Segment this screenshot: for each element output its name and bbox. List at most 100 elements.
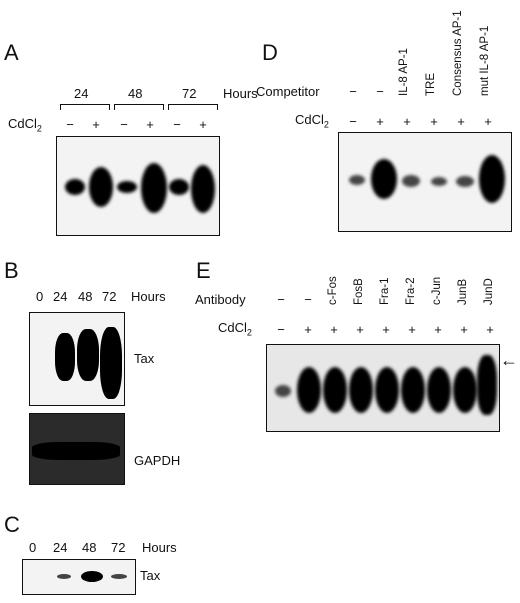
panel-e-treat-4: + — [356, 322, 364, 337]
panel-a-time-24: 24 — [74, 86, 89, 101]
panel-b-letter: B — [4, 258, 19, 283]
panel-e-treat-6: + — [408, 322, 416, 337]
panel-d-treat-6: + — [484, 114, 492, 129]
panel-e-band-1 — [275, 385, 291, 397]
panel-e-band-4 — [349, 367, 373, 413]
bracket-24 — [60, 104, 110, 110]
panel-e-band-7 — [427, 367, 451, 413]
panel-c-time-72: 72 — [111, 540, 126, 555]
panel-e-treat-2: + — [304, 322, 312, 337]
panel-e-gel — [266, 344, 500, 432]
panel-d-gel — [338, 132, 512, 232]
panel-b-gapdh-blot — [29, 413, 125, 485]
panel-b-tax-band-48 — [77, 329, 99, 381]
panel-c-band-72 — [111, 574, 127, 579]
panel-c-time-unit: Hours — [142, 540, 177, 555]
panel-b-gapdh-label: GAPDH — [134, 453, 181, 468]
panel-a-band-2 — [89, 167, 113, 207]
panel-d-comp-2: − — [376, 84, 384, 99]
panel-e-ab-5: Fra-1 — [379, 277, 391, 305]
panel-e-treatment-label: CdCl2 — [218, 320, 252, 338]
panel-b-time-48: 48 — [78, 289, 93, 304]
panel-c-time-24: 24 — [53, 540, 68, 555]
panel-b-tax-band-72 — [100, 327, 122, 399]
panel-e-band-3 — [323, 367, 347, 413]
panel-e-ab-4: FosB — [353, 278, 365, 305]
panel-d-treat-1: − — [349, 114, 357, 129]
panel-d-band-6 — [479, 155, 505, 203]
panel-d-treatment-label: CdCl2 — [295, 112, 329, 130]
panel-d-comp-5: Consensus AP-1 — [452, 10, 464, 96]
panel-a-lane-3-sign: − — [120, 117, 128, 132]
panel-e-band-8 — [453, 367, 477, 413]
panel-a-band-6 — [191, 165, 215, 213]
panel-a-band-3 — [117, 181, 137, 193]
panel-a-lane-5-sign: − — [173, 117, 181, 132]
panel-c-time-48: 48 — [82, 540, 97, 555]
panel-d-treat-2: + — [376, 114, 384, 129]
panel-b-tax-blot — [29, 312, 125, 406]
panel-e-antibody-label: Antibody — [195, 292, 246, 307]
panel-a-letter: A — [4, 40, 19, 65]
panel-d-letter: D — [262, 40, 278, 65]
panel-d-treat-4: + — [430, 114, 438, 129]
panel-a-time-72: 72 — [182, 86, 197, 101]
panel-b-time-24: 24 — [53, 289, 68, 304]
panel-a-time-unit: Hours — [223, 86, 258, 101]
panel-e-ab-6: Fra-2 — [405, 277, 417, 305]
panel-b-gapdh-band — [32, 442, 120, 460]
panel-e-band-2 — [297, 367, 321, 413]
panel-c-band-48 — [81, 571, 103, 582]
panel-a-band-5 — [169, 179, 189, 195]
panel-e-treat-5: + — [382, 322, 390, 337]
panel-d-band-4 — [431, 177, 447, 186]
panel-a-lane-4-sign: + — [146, 117, 154, 132]
panel-a-lane-1-sign: − — [66, 117, 74, 132]
panel-c-time-0: 0 — [29, 540, 37, 555]
panel-d-treat-3: + — [403, 114, 411, 129]
bracket-48 — [114, 104, 164, 110]
panel-e-ab-2: − — [304, 292, 312, 307]
panel-a-band-4 — [141, 163, 167, 213]
panel-e-ab-1: − — [277, 292, 285, 307]
bracket-72 — [168, 104, 218, 110]
panel-d-band-3 — [402, 175, 420, 187]
panel-b-time-0: 0 — [36, 289, 44, 304]
panel-e-ab-9: JunD — [483, 278, 495, 305]
panel-e-treat-3: + — [330, 322, 338, 337]
panel-e-band-5 — [375, 367, 399, 413]
panel-a-band-1 — [65, 179, 85, 195]
panel-b-time-72: 72 — [102, 289, 117, 304]
panel-e-ab-8: JunB — [457, 278, 469, 305]
panel-d-comp-1: − — [349, 84, 357, 99]
panel-b-time-unit: Hours — [131, 289, 166, 304]
panel-a-time-48: 48 — [128, 86, 143, 101]
panel-e-treat-9: + — [486, 322, 494, 337]
panel-a-lane-2-sign: + — [92, 117, 100, 132]
panel-e-ab-7: c-Jun — [431, 276, 443, 305]
panel-d-comp-4: TRE — [425, 73, 437, 96]
panel-a-gel — [56, 136, 220, 236]
panel-e-ab-3: c-Fos — [327, 276, 339, 305]
panel-d-band-2 — [371, 159, 397, 199]
panel-e-band-9 — [477, 355, 497, 415]
panel-d-band-1 — [349, 175, 365, 185]
panel-a-lane-6-sign: + — [199, 117, 207, 132]
panel-b-tax-band-24 — [55, 333, 75, 381]
panel-d-comp-6: mut IL-8 AP-1 — [479, 25, 491, 96]
panel-d-comp-3: IL-8 AP-1 — [398, 48, 410, 96]
supershift-arrow-icon: ← — [500, 350, 518, 370]
panel-e-band-6 — [401, 367, 425, 413]
panel-e-treat-1: − — [277, 322, 285, 337]
panel-c-band-24 — [57, 574, 71, 579]
panel-d-competitor-label: Competitor — [256, 84, 320, 99]
panel-c-tax-label: Tax — [140, 568, 161, 583]
panel-e-letter: E — [196, 258, 211, 283]
panel-d-treat-5: + — [457, 114, 465, 129]
panel-e-treat-7: + — [434, 322, 442, 337]
panel-e-treat-8: + — [460, 322, 468, 337]
panel-c-blot — [22, 559, 136, 595]
panel-c-letter: C — [4, 512, 20, 537]
panel-d-band-5 — [456, 176, 474, 187]
panel-b-tax-label: Tax — [134, 351, 155, 366]
